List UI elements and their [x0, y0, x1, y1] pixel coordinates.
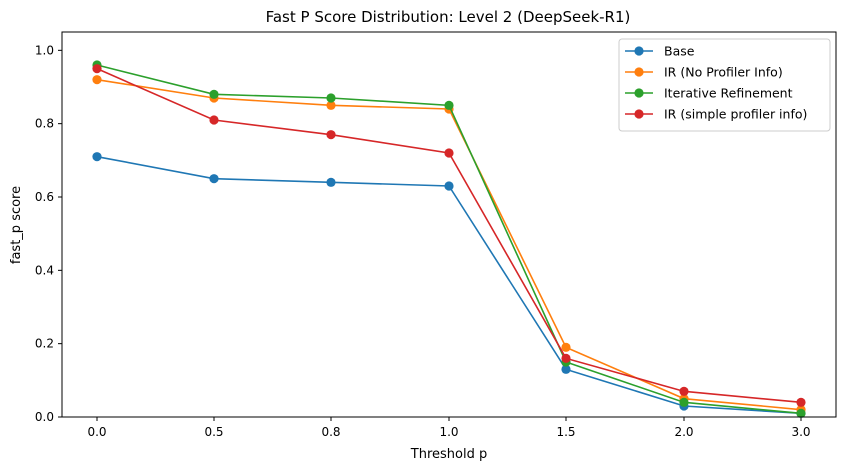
x-tick-label: 0.8 [321, 425, 340, 439]
x-tick-label: 0.5 [204, 425, 223, 439]
y-axis: 0.0 0.2 0.4 0.6 0.8 1.0 [35, 43, 62, 424]
x-tick-label: 3.0 [791, 425, 810, 439]
legend-swatch-marker [634, 109, 644, 119]
data-point-ir-simple-profiler-info [209, 115, 219, 125]
y-tick-label: 0.4 [35, 263, 54, 277]
legend-box [618, 38, 831, 132]
x-axis-label: Threshold p [410, 447, 487, 462]
legend-entry-label: Iterative Refinement [664, 86, 793, 101]
y-tick-label: 0.8 [35, 117, 54, 131]
legend-entry-label: IR (No Profiler Info) [664, 65, 783, 80]
y-tick-label: 0.0 [35, 410, 54, 424]
data-point-ir-simple-profiler-info [326, 130, 336, 140]
chart-title: Fast P Score Distribution: Level 2 (Deep… [266, 8, 631, 26]
data-point-ir-no-profiler-info [326, 100, 336, 110]
legend-entry-label: IR (simple profiler info) [664, 107, 807, 122]
y-tick-label: 1.0 [35, 43, 54, 57]
x-tick-label: 0.0 [87, 425, 106, 439]
data-point-iterative-refinement [796, 408, 806, 418]
data-point-base [209, 174, 219, 184]
data-point-ir-no-profiler-info [92, 75, 102, 85]
y-tick-label: 0.6 [35, 190, 54, 204]
y-tick-label: 0.2 [35, 337, 54, 351]
y-axis-label: fast_p score [9, 186, 24, 264]
series-line-base [96, 155, 802, 415]
data-point-iterative-refinement [444, 100, 454, 110]
legend-swatch-marker [634, 46, 644, 56]
data-point-ir-simple-profiler-info [796, 397, 806, 407]
data-point-base [561, 364, 571, 374]
data-point-ir-simple-profiler-info [561, 353, 571, 363]
data-point-base [92, 152, 102, 162]
x-tick-label: 2.0 [674, 425, 693, 439]
legend: Base IR (No Profiler Info) Iterative Refin… [618, 38, 831, 132]
series-layer [92, 60, 806, 418]
data-point-iterative-refinement [326, 93, 336, 103]
legend-entry-label: Base [664, 44, 695, 59]
legend-swatch-marker [634, 67, 644, 77]
data-point-base [326, 177, 336, 187]
data-point-ir-simple-profiler-info [679, 386, 689, 396]
legend-swatch-marker [634, 88, 644, 98]
data-point-ir-simple-profiler-info [444, 148, 454, 158]
x-axis: 0.0 0.5 0.8 1.0 1.5 2.0 3.0 [87, 417, 811, 439]
x-tick-label: 1.0 [439, 425, 458, 439]
data-point-base [444, 181, 454, 191]
data-point-ir-no-profiler-info [561, 342, 571, 352]
data-point-ir-simple-profiler-info [92, 64, 102, 74]
data-point-iterative-refinement [209, 89, 219, 99]
plot-frame [61, 31, 837, 418]
x-tick-label: 1.5 [556, 425, 575, 439]
data-point-iterative-refinement [679, 397, 689, 407]
